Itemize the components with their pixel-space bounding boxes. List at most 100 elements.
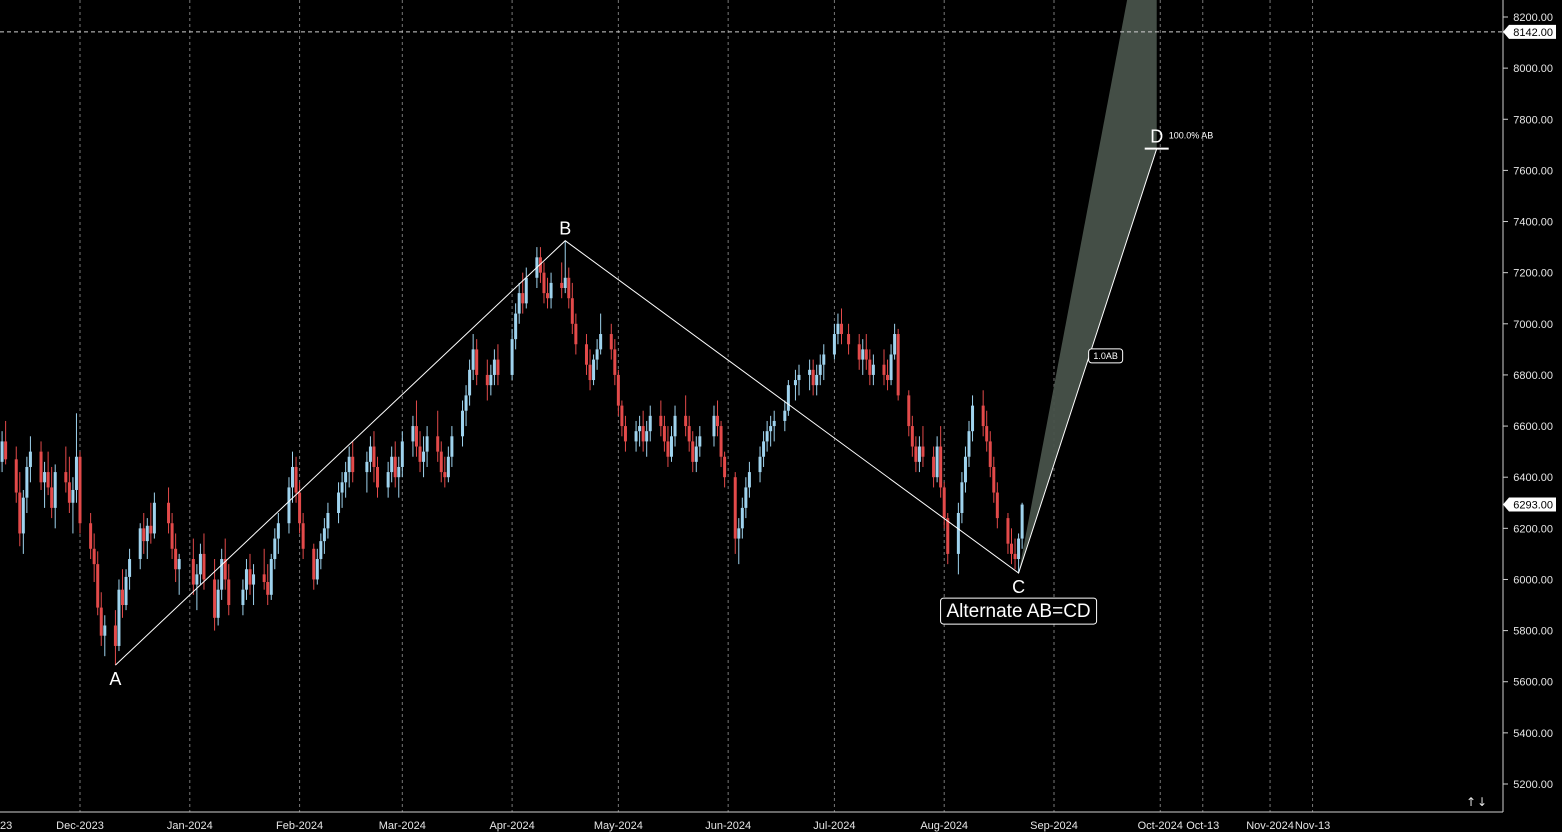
candle: [25, 456, 29, 513]
candle: [244, 559, 248, 600]
candle: [461, 400, 465, 447]
candle: [864, 334, 868, 370]
candle: [563, 240, 567, 294]
candle-body: [716, 415, 720, 427]
candle: [542, 262, 546, 304]
candle: [287, 477, 291, 534]
candle: [319, 533, 323, 570]
candle: [645, 420, 649, 457]
candle: [609, 323, 613, 360]
candle-body: [634, 431, 638, 442]
candle: [868, 349, 872, 386]
candle: [376, 456, 380, 498]
candle: [910, 415, 914, 457]
candle-body: [613, 349, 617, 375]
candle: [684, 395, 688, 437]
candle-body: [747, 472, 751, 488]
candle-body: [882, 364, 886, 375]
candle: [861, 339, 865, 375]
candle: [372, 431, 376, 483]
candle-body: [893, 334, 897, 355]
candle-body: [595, 349, 599, 360]
candle-body: [198, 553, 202, 575]
x-tick-label: Nov-13: [1295, 820, 1330, 832]
candle: [963, 446, 967, 493]
candle-body: [411, 426, 415, 442]
candle: [698, 426, 702, 457]
candle: [815, 364, 819, 396]
candle-body: [418, 446, 422, 462]
candle: [595, 339, 599, 370]
candle-body: [18, 492, 22, 534]
candle-body: [588, 364, 592, 381]
x-tick-label: Feb-2024: [276, 820, 323, 832]
candle: [446, 446, 450, 483]
candle-body: [414, 426, 418, 447]
candle: [411, 415, 415, 457]
candle-body: [510, 339, 514, 375]
y-tick-label: 7000.00: [1513, 319, 1553, 331]
candle-body: [177, 559, 181, 570]
candle: [538, 247, 542, 283]
candle: [145, 518, 149, 560]
candle: [985, 410, 989, 452]
point-d-label: D: [1150, 127, 1163, 147]
candle-body: [312, 548, 316, 580]
candle-body: [322, 528, 326, 542]
candle-body: [538, 257, 542, 273]
candle-body: [4, 441, 8, 460]
candle: [252, 564, 256, 606]
candle: [99, 592, 103, 646]
candle: [896, 328, 900, 401]
candle-body: [213, 579, 217, 618]
scroll-arrows-icon[interactable]: ↑↓: [1466, 795, 1489, 809]
candle-body: [570, 298, 574, 324]
candle: [113, 610, 117, 666]
candle-body: [191, 559, 195, 585]
candle: [719, 420, 723, 467]
candle-body: [818, 364, 822, 375]
candle: [386, 461, 390, 498]
candle: [266, 564, 270, 606]
candle-body: [291, 466, 295, 488]
candle: [769, 415, 773, 447]
candle-body: [74, 456, 78, 490]
candle-body: [1009, 543, 1013, 554]
candle-body: [103, 625, 107, 636]
candle-body: [956, 512, 960, 554]
candle-body: [53, 472, 57, 508]
candle-body: [740, 507, 744, 529]
candle: [78, 451, 82, 534]
candle-body: [673, 415, 677, 437]
candle: [191, 538, 195, 595]
candle-body: [450, 436, 454, 457]
candle-body: [202, 553, 206, 580]
candle-body: [319, 541, 323, 560]
candle: [694, 436, 698, 473]
candle: [567, 267, 571, 309]
pattern-line[interactable]: [115, 148, 1158, 666]
candle: [103, 615, 107, 657]
candle-body: [567, 277, 571, 299]
candle-body: [521, 293, 525, 304]
y-tick-label: 7800.00: [1513, 114, 1553, 126]
candle: [956, 502, 960, 575]
candle-body: [170, 523, 174, 549]
candle-body: [723, 456, 727, 478]
candle-body: [393, 456, 397, 478]
candle-body: [128, 559, 132, 577]
candle: [839, 308, 843, 345]
candle: [496, 344, 500, 386]
candle-body: [145, 525, 149, 542]
candle-body: [861, 349, 865, 360]
candle: [436, 410, 440, 462]
candle-body: [889, 354, 893, 381]
cd-ratio-box: [1088, 348, 1124, 364]
candle-body: [326, 512, 330, 529]
y-tick-label: 6800.00: [1513, 370, 1553, 382]
candle: [149, 502, 153, 544]
candle: [744, 477, 748, 519]
candle-body: [988, 441, 992, 467]
candle: [39, 441, 43, 490]
x-tick-label: Jul-2024: [813, 820, 855, 832]
